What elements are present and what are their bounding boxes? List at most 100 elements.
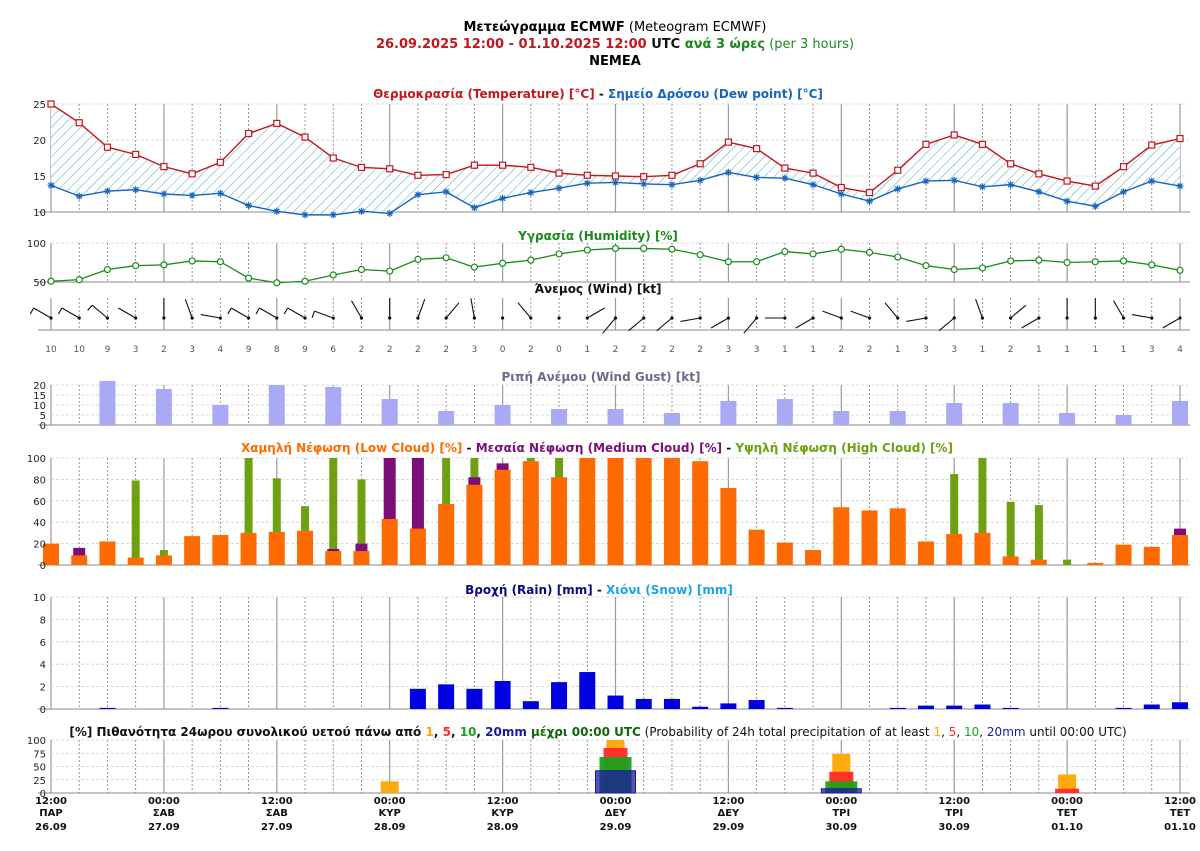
temperature-point (132, 150, 140, 158)
x-axis-date-label: 26.09 (35, 822, 67, 833)
dewpoint-point-stroke (556, 185, 562, 192)
dewpoint-point-stroke (979, 183, 986, 190)
wind-barb-staff (517, 302, 532, 319)
x-axis-time-label: 00:00 (600, 796, 632, 807)
x-axis-day-label: ΚΥΡ (379, 808, 401, 819)
rain-bar (720, 703, 737, 709)
dewpoint-point-stroke (386, 210, 393, 217)
humidity-point (442, 254, 450, 262)
wind-barb (1009, 304, 1027, 320)
humidity-point (499, 259, 507, 267)
gust-panel-title: Ριπή Ανέμου (Wind Gust) [kt] (502, 370, 701, 384)
wind-barb-flag (29, 307, 35, 315)
low-cloud-bar (663, 458, 680, 565)
temperature-point (1091, 182, 1099, 190)
period-every-3h: ανά 3 ώρες (680, 37, 765, 52)
wind-barb-staff (1113, 300, 1125, 319)
wind-speed-label: 3 (923, 345, 929, 355)
humidity-point (273, 279, 281, 287)
header-title-bold: Μετεώγραμμα ECMWF (463, 20, 624, 35)
wind-speed-label: 8 (274, 345, 280, 355)
wind-speed-label: 2 (161, 345, 167, 355)
gust-bar (1172, 401, 1188, 425)
humidity-point (809, 250, 817, 258)
low-cloud-bar (579, 458, 596, 565)
cloud-panel-title: Χαμηλή Νέφωση (Low Cloud) [%] - Μεσαία Ν… (241, 441, 953, 455)
wind-barb (1113, 300, 1126, 320)
humidity-point (301, 277, 309, 285)
wind-barb-staff (795, 317, 814, 329)
dewpoint-point-stroke (669, 181, 675, 188)
dewpoint-point-stroke (189, 192, 196, 199)
probability-bar-10mm (825, 781, 858, 793)
wind-barb (850, 310, 872, 320)
wind-speed-label: 3 (472, 345, 478, 355)
dewpoint-point (1148, 177, 1156, 185)
rain-ytick-label: 0 (40, 705, 46, 716)
x-axis-day-label: ΤΕΤ (1170, 808, 1191, 819)
dewpoint-point (103, 187, 111, 195)
wind-barb (1021, 316, 1041, 329)
temperature-point (1148, 141, 1156, 149)
wind-barb-staff (445, 302, 460, 319)
gust-bar (1059, 413, 1076, 425)
wind-barb-staff (184, 299, 193, 319)
dewpoint-point-stroke (866, 198, 873, 205)
x-axis-time-label: 00:00 (374, 796, 406, 807)
dewpoint-point-stroke (358, 208, 365, 215)
wind-speed-label: 1 (1092, 345, 1098, 355)
probability-panel-title: [%] Πιθανότητα 24ωρου συνολικού υετού πά… (69, 725, 1126, 739)
humidity-point (329, 271, 337, 279)
period-per-3h: (per 3 hours) (765, 37, 854, 52)
low-cloud-bar (946, 533, 963, 565)
header-title-rest: (Meteogram ECMWF) (625, 20, 767, 35)
temperature-point (781, 164, 789, 172)
low-cloud-bar (127, 557, 144, 565)
gust-bar (946, 403, 963, 425)
period-utc: UTC (647, 37, 681, 52)
humidity-point (357, 265, 366, 274)
low-cloud-bar (71, 555, 88, 565)
gust-ytick-label: 15 (33, 391, 46, 402)
wind-barb (884, 302, 900, 320)
marks-layer (29, 100, 1188, 794)
wind-speed-label: 2 (1008, 345, 1014, 355)
low-cloud-bar (1002, 556, 1019, 565)
dewpoint-point-stroke (640, 180, 647, 187)
wind-speed-label: 1 (980, 345, 986, 355)
wind-barb-staff (680, 317, 701, 323)
dewpoint-point-stroke (104, 188, 111, 195)
cloud-ytick-label: 20 (33, 540, 46, 551)
wind-barb-staff (61, 307, 80, 319)
dewpoint-point-stroke (584, 180, 591, 187)
probability-ytick-label: 0 (40, 789, 46, 800)
rain-bar (917, 705, 934, 709)
dewpoint-point (160, 190, 168, 198)
temperature-point (414, 171, 422, 179)
temperature-point (583, 171, 591, 179)
location-name: NEMEA (589, 54, 641, 69)
humidity-point (1091, 258, 1099, 266)
period-range: 26.09.2025 12:00 - 01.10.2025 12:00 (376, 37, 647, 52)
dewpoint-point (809, 181, 817, 189)
temperature-point (950, 131, 958, 139)
humidity-point (922, 262, 930, 270)
wind-speed-label: 3 (1149, 345, 1155, 355)
temperature-point (1063, 177, 1071, 185)
high-cloud-bar (978, 458, 987, 565)
temperature-point (47, 100, 55, 108)
humidity-point (668, 245, 676, 253)
dewpoint-point (837, 190, 845, 198)
rain-ytick-label: 6 (40, 638, 46, 649)
x-axis-date-label: 27.09 (148, 822, 180, 833)
rain-bar (663, 698, 680, 709)
temperature-point (837, 183, 845, 192)
dewpoint-point (612, 178, 619, 186)
low-cloud-bar (917, 541, 934, 565)
probability-ytick-label: 50 (33, 763, 46, 774)
wind-barb-staff (587, 307, 605, 319)
dewpoint-point (132, 186, 140, 194)
temperature-point (160, 163, 168, 171)
wind-barb-staff (287, 307, 306, 319)
dewpoint-point (301, 211, 309, 219)
